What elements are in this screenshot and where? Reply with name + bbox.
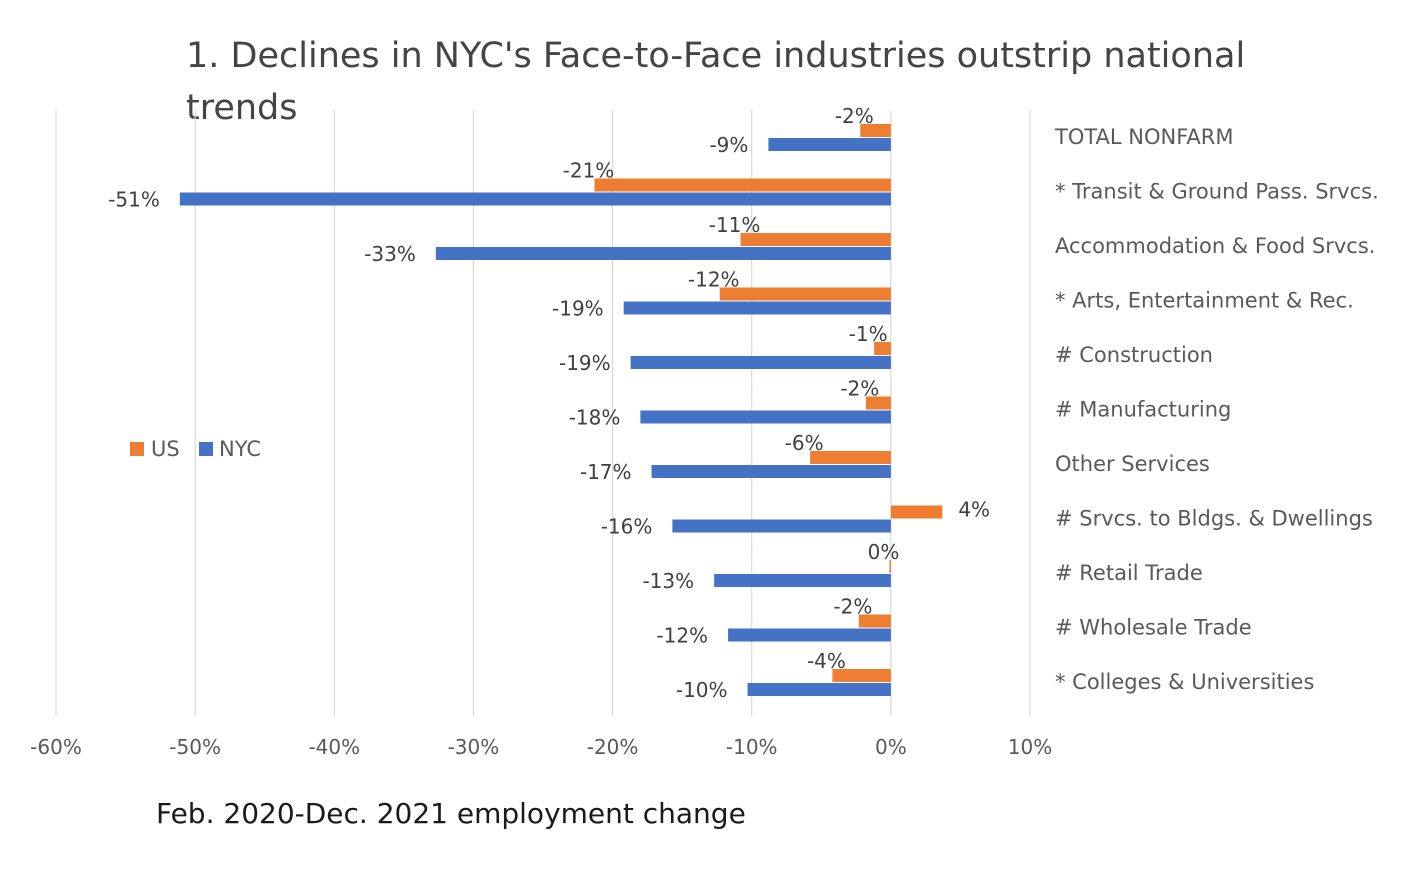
nyc-data-label: -18% bbox=[569, 406, 621, 430]
us-bar bbox=[858, 614, 891, 628]
nyc-bar bbox=[747, 683, 891, 696]
us-data-label: -4% bbox=[807, 649, 846, 673]
nyc-data-label: -19% bbox=[552, 297, 604, 321]
nyc-bar bbox=[623, 301, 891, 315]
nyc-bar bbox=[651, 465, 891, 478]
x-tick-label: -40% bbox=[308, 735, 360, 759]
x-tick-label: 0% bbox=[875, 735, 907, 759]
x-tick-label: -30% bbox=[448, 735, 500, 759]
nyc-data-label: -33% bbox=[364, 242, 416, 266]
category-label: * Transit & Ground Pass. Srvcs. bbox=[1055, 180, 1379, 204]
x-tick-label: -20% bbox=[587, 735, 639, 759]
x-tick-label: -60% bbox=[30, 735, 82, 759]
us-data-label: -2% bbox=[833, 595, 872, 619]
category-label: Accommodation & Food Srvcs. bbox=[1055, 234, 1375, 258]
us-bar bbox=[889, 560, 891, 573]
nyc-bar bbox=[630, 356, 891, 369]
nyc-data-label: -16% bbox=[601, 515, 653, 539]
legend-swatch-nyc bbox=[199, 442, 213, 456]
legend-swatch-us bbox=[130, 442, 144, 456]
us-bar bbox=[865, 396, 891, 410]
legend-label-us: US bbox=[151, 437, 180, 461]
category-label: # Retail Trade bbox=[1055, 561, 1203, 585]
nyc-data-label: -19% bbox=[559, 351, 611, 375]
us-data-label: -2% bbox=[835, 104, 874, 128]
category-label: # Wholesale Trade bbox=[1055, 616, 1252, 640]
us-bar bbox=[832, 669, 891, 682]
us-data-label: 0% bbox=[868, 540, 900, 564]
us-data-label: -1% bbox=[849, 322, 888, 346]
us-data-label: -6% bbox=[785, 431, 824, 455]
nyc-data-label: -12% bbox=[656, 624, 708, 648]
nyc-bar bbox=[728, 628, 891, 642]
nyc-data-label: -9% bbox=[709, 133, 748, 157]
legend-label-nyc: NYC bbox=[219, 437, 261, 461]
category-label: Other Services bbox=[1055, 452, 1210, 476]
nyc-data-label: -10% bbox=[676, 678, 728, 702]
nyc-data-label: -17% bbox=[580, 460, 632, 484]
nyc-bar bbox=[672, 519, 891, 533]
nyc-bar bbox=[768, 138, 891, 151]
nyc-data-label: -51% bbox=[108, 188, 160, 212]
x-tick-label: -50% bbox=[169, 735, 221, 759]
us-bar bbox=[860, 124, 891, 137]
us-bar bbox=[594, 178, 891, 192]
us-data-label: -11% bbox=[709, 213, 761, 237]
nyc-bar bbox=[435, 247, 891, 260]
us-bar bbox=[719, 287, 891, 301]
us-data-label: -2% bbox=[840, 377, 879, 401]
us-data-label: -21% bbox=[563, 159, 615, 183]
category-label: # Construction bbox=[1055, 343, 1213, 367]
x-tick-label: -10% bbox=[726, 735, 778, 759]
x-tick-label: 10% bbox=[1008, 735, 1052, 759]
chart-title: 1. Declines in NYC's Face-to-Face indust… bbox=[186, 36, 1246, 128]
nyc-data-label: -13% bbox=[642, 569, 694, 593]
category-label: TOTAL NONFARM bbox=[1054, 125, 1233, 149]
nyc-bar bbox=[179, 192, 891, 206]
category-label: # Srvcs. to Bldgs. & Dwellings bbox=[1055, 507, 1373, 531]
category-label: # Manufacturing bbox=[1055, 398, 1231, 422]
nyc-bar bbox=[714, 574, 891, 587]
us-data-label: -12% bbox=[688, 268, 740, 292]
us-bar bbox=[890, 505, 943, 519]
us-bar bbox=[810, 451, 891, 464]
x-axis-label: Feb. 2020-Dec. 2021 employment change bbox=[156, 797, 746, 830]
us-bar bbox=[740, 233, 891, 246]
category-label: * Arts, Entertainment & Rec. bbox=[1055, 289, 1354, 313]
us-data-label: 4% bbox=[958, 498, 990, 522]
nyc-bar bbox=[640, 410, 891, 424]
us-bar bbox=[874, 342, 891, 355]
category-label: * Colleges & Universities bbox=[1055, 670, 1314, 694]
